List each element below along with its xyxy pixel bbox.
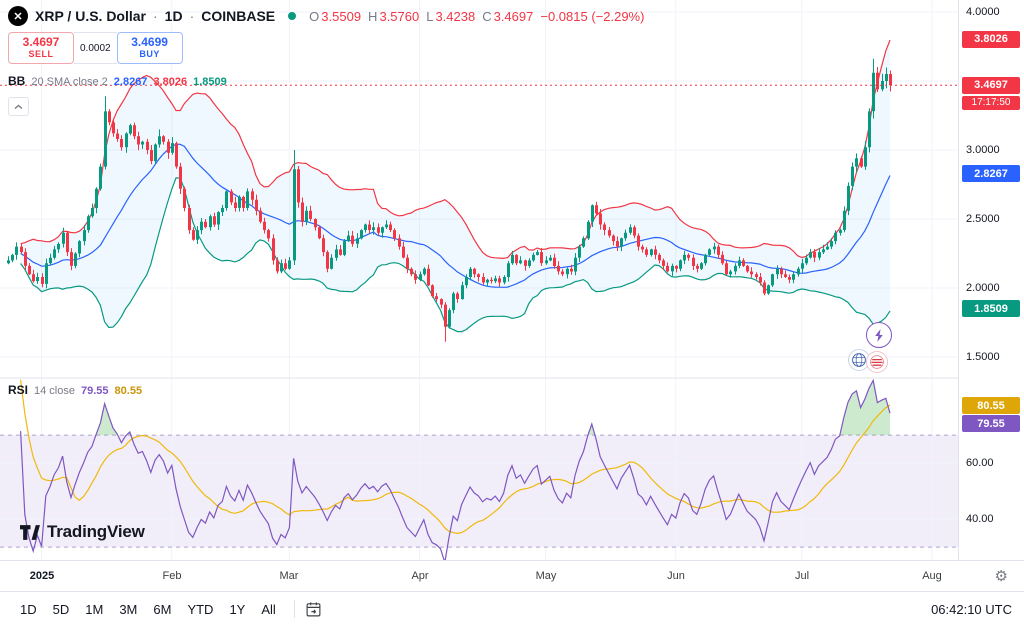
separator: · bbox=[189, 8, 195, 24]
rsi-badge: 80.55 bbox=[962, 397, 1020, 415]
price-badge: 1.8509 bbox=[962, 300, 1020, 318]
range-all-button[interactable]: All bbox=[261, 601, 276, 617]
rsi-badge: 79.55 bbox=[962, 415, 1020, 433]
price-badge: 3.4697 bbox=[962, 76, 1020, 94]
rsi-tick-label: 40.00 bbox=[966, 513, 994, 526]
spread-value: 0.0002 bbox=[74, 32, 117, 64]
rsi-ma-value: 80.55 bbox=[114, 385, 143, 397]
range-1y-button[interactable]: 1Y bbox=[229, 601, 246, 617]
trade-panel: 3.4697 SELL 0.0002 3.4699 BUY bbox=[8, 32, 183, 64]
buy-label: BUY bbox=[139, 48, 160, 59]
range-5d-button[interactable]: 5D bbox=[52, 601, 70, 617]
time-axis-label: May bbox=[535, 570, 557, 582]
time-axis-label: Jul bbox=[794, 570, 810, 582]
symbol-name[interactable]: XRP / U.S. Dollar bbox=[35, 8, 146, 24]
change-value: −0.0815 (−2.29%) bbox=[540, 8, 645, 24]
range-3m-button[interactable]: 3M bbox=[119, 601, 138, 617]
low-value: 3.4238 bbox=[435, 8, 476, 24]
price-badge: 3.8026 bbox=[962, 30, 1020, 48]
main-chart-area[interactable] bbox=[0, 0, 958, 563]
time-axis-label: 2025 bbox=[29, 570, 55, 582]
range-1m-button[interactable]: 1M bbox=[85, 601, 104, 617]
high-label: H bbox=[368, 8, 378, 24]
buy-price: 3.4699 bbox=[131, 35, 168, 50]
symbol-header: ✕ XRP / U.S. Dollar · 1D · COINBASE O 3.5… bbox=[8, 6, 644, 26]
tradingview-logo-text: TradingView bbox=[47, 522, 145, 541]
toolbar-divider bbox=[293, 600, 295, 618]
tradingview-logo-icon bbox=[20, 524, 40, 540]
price-tick-label: 2.0000 bbox=[966, 282, 1000, 295]
countdown-badge: 17:17:50 bbox=[962, 95, 1020, 110]
close-label: C bbox=[482, 8, 492, 24]
price-tick-label: 3.0000 bbox=[966, 144, 1000, 156]
event-flag-icon[interactable] bbox=[866, 351, 888, 373]
time-axis-label: Mar bbox=[279, 570, 299, 582]
price-tick-label: 4.0000 bbox=[966, 6, 1000, 18]
rsi-value: 79.55 bbox=[81, 385, 109, 397]
go-to-date-button[interactable] bbox=[305, 601, 322, 618]
buy-button[interactable]: 3.4699 BUY bbox=[116, 32, 183, 64]
low-label: L bbox=[426, 8, 434, 24]
close-value: 3.4697 bbox=[493, 8, 534, 24]
rsi-tick-label: 60.00 bbox=[966, 457, 994, 470]
bottom-toolbar: 1D 5D 1M 3M 6M YTD 1Y All 06:42:10 UTC bbox=[0, 591, 1024, 626]
time-axis-label: Jun bbox=[667, 570, 685, 582]
time-axis[interactable]: ⚙ 2025 Feb Mar Apr May Jun Jul Aug bbox=[0, 560, 1024, 591]
bb-indicator-legend: BB 20 SMA close 2 2.8267 3.8026 1.8509 bbox=[8, 74, 227, 88]
interval-label[interactable]: 1D bbox=[164, 8, 183, 24]
price-axis[interactable]: 4.0000 3.0000 2.5000 2.0000 1.5000 3.8026 3.46… bbox=[958, 0, 1024, 560]
collapse-legend-button[interactable] bbox=[8, 97, 29, 116]
bb-lower-value: 1.8509 bbox=[193, 76, 227, 88]
lightning-icon[interactable] bbox=[866, 322, 892, 348]
rsi-indicator-name[interactable]: RSI bbox=[8, 383, 29, 397]
separator: · bbox=[153, 8, 158, 24]
globe-glyph-icon bbox=[852, 353, 866, 367]
range-1d-button[interactable]: 1D bbox=[20, 601, 37, 617]
sell-price: 3.4697 bbox=[22, 35, 60, 50]
flag-stripes-icon bbox=[870, 355, 884, 369]
exchange-label[interactable]: COINBASE bbox=[201, 8, 276, 24]
gear-icon[interactable]: ⚙ bbox=[994, 568, 1008, 585]
tradingview-logo[interactable]: TradingView bbox=[20, 522, 145, 542]
chevron-up-icon bbox=[14, 104, 23, 109]
price-rsi-chart bbox=[0, 0, 958, 563]
bb-upper-value: 3.8026 bbox=[153, 76, 188, 88]
globe-icon[interactable] bbox=[848, 349, 870, 371]
open-value: 3.5509 bbox=[321, 8, 362, 24]
rsi-indicator-params: 14 close bbox=[34, 385, 75, 397]
bb-indicator-name[interactable]: BB bbox=[8, 74, 26, 88]
bb-indicator-params: 20 SMA close 2 bbox=[31, 76, 108, 88]
time-axis-label: Apr bbox=[411, 570, 429, 582]
time-axis-label: Aug bbox=[922, 570, 942, 582]
price-badge: 2.8267 bbox=[962, 165, 1020, 183]
sell-button[interactable]: 3.4697 SELL bbox=[8, 32, 74, 64]
open-label: O bbox=[309, 8, 320, 24]
lightning-bolt-icon bbox=[874, 328, 883, 342]
calendar-arrow-icon bbox=[306, 601, 321, 616]
high-value: 3.5760 bbox=[379, 8, 420, 24]
ohlc-values: O 3.5509 H 3.5760 L 3.4238 C 3.4697 −0.0815 … bbox=[309, 9, 644, 24]
rsi-indicator-legend: RSI 14 close 79.55 80.55 bbox=[8, 383, 142, 397]
xrp-logo-icon: ✕ bbox=[8, 6, 28, 26]
price-tick-label: 1.5000 bbox=[966, 351, 1000, 364]
bb-basis-value: 2.8267 bbox=[113, 76, 148, 88]
time-axis-label: Feb bbox=[162, 570, 182, 582]
sell-label: SELL bbox=[28, 48, 54, 59]
range-ytd-button[interactable]: YTD bbox=[187, 601, 214, 617]
market-status-dot bbox=[288, 12, 297, 20]
price-tick-label: 2.5000 bbox=[966, 213, 1000, 226]
clock-utc[interactable]: 06:42:10 UTC bbox=[931, 601, 1012, 617]
range-6m-button[interactable]: 6M bbox=[153, 601, 172, 617]
